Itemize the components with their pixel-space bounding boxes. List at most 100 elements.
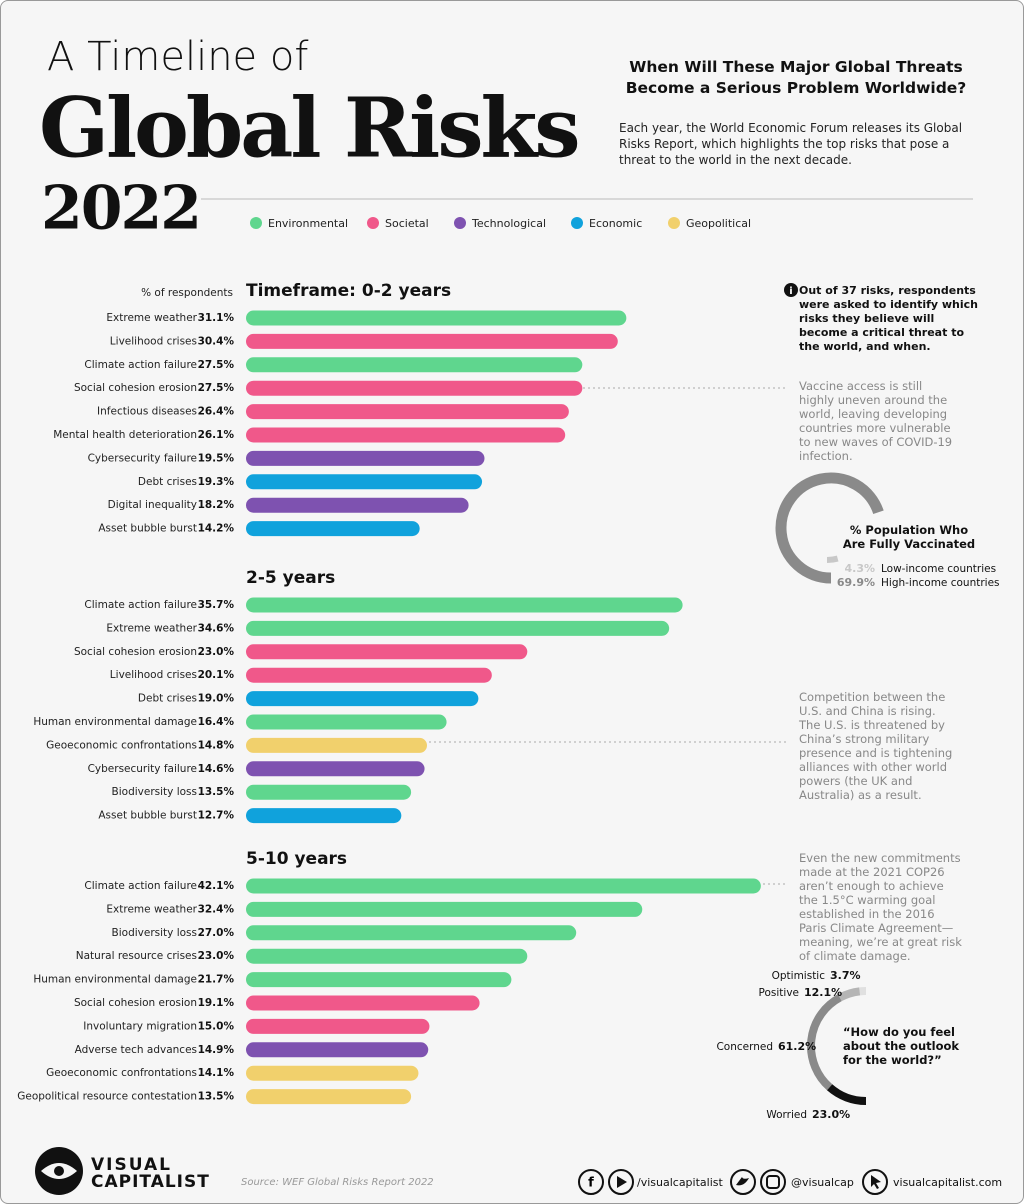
legend-swatch bbox=[454, 217, 466, 229]
value-label: 18.2% bbox=[198, 499, 235, 511]
bar bbox=[246, 1089, 412, 1105]
value-label: 16.4% bbox=[198, 716, 235, 728]
bar bbox=[246, 761, 425, 777]
halfring-value: 23.0% bbox=[812, 1108, 850, 1121]
bar bbox=[246, 714, 447, 730]
value-label: 20.1% bbox=[198, 669, 235, 681]
axis-label: % of respondents bbox=[141, 287, 233, 299]
bar bbox=[246, 333, 618, 349]
title-line2: Global Risks bbox=[39, 80, 577, 176]
category-label: Extreme weather bbox=[106, 312, 197, 324]
value-label: 14.2% bbox=[198, 523, 235, 535]
halfring-label: Concerned bbox=[716, 1041, 773, 1053]
halfring-value: 61.2% bbox=[778, 1040, 816, 1053]
title-year: 2022 bbox=[41, 174, 200, 244]
category-label: Infectious diseases bbox=[97, 406, 197, 418]
halfring-label: Optimistic bbox=[772, 970, 826, 982]
halfring-arc bbox=[837, 987, 861, 1002]
category-label: Digital inequality bbox=[108, 499, 197, 511]
value-label: 30.4% bbox=[198, 335, 235, 347]
ring-arc bbox=[826, 555, 839, 563]
ring-arc bbox=[775, 472, 884, 584]
legend-swatch bbox=[571, 217, 583, 229]
bar bbox=[246, 497, 469, 513]
legend-swatch bbox=[367, 217, 379, 229]
bar bbox=[246, 380, 583, 396]
halfring-arc bbox=[807, 994, 842, 1091]
category-label: Natural resource crises bbox=[76, 950, 197, 962]
value-label: 14.1% bbox=[198, 1067, 235, 1079]
bar bbox=[246, 691, 479, 707]
category-label: Livelihood crises bbox=[110, 335, 197, 347]
chart-title: 5-10 years bbox=[246, 849, 347, 869]
handle-link[interactable]: @visualcap bbox=[791, 1176, 854, 1189]
bar bbox=[246, 901, 643, 917]
value-label: 19.5% bbox=[198, 452, 235, 464]
competition-note: Competition between the U.S. and China i… bbox=[799, 690, 953, 802]
ring-value: 69.9% bbox=[837, 576, 875, 589]
legend-label: Technological bbox=[471, 217, 546, 230]
climate-note: Even the new commitments made at the 202… bbox=[799, 851, 962, 963]
value-label: 13.5% bbox=[198, 786, 235, 798]
value-label: 14.9% bbox=[198, 1044, 235, 1056]
bar bbox=[246, 1065, 419, 1081]
bar bbox=[246, 357, 583, 373]
category-label: Climate action failure bbox=[84, 359, 197, 371]
vaccine-note: Vaccine access is still highly uneven ar… bbox=[799, 379, 953, 463]
legend-label: Societal bbox=[385, 217, 429, 230]
brand-line1: VISUAL bbox=[91, 1155, 172, 1175]
category-label: Social cohesion erosion bbox=[74, 997, 197, 1009]
category-label: Geopolitical resource contestation bbox=[17, 1091, 197, 1103]
category-label: Biodiversity loss bbox=[112, 786, 197, 798]
category-label: Climate action failure bbox=[84, 880, 197, 892]
chart-title: 2-5 years bbox=[246, 568, 335, 588]
youtube-link[interactable]: /visualcapitalist bbox=[637, 1176, 723, 1189]
bar bbox=[246, 972, 512, 988]
value-label: 27.0% bbox=[198, 927, 235, 939]
value-label: 23.0% bbox=[198, 646, 235, 658]
legend-swatch bbox=[668, 217, 680, 229]
category-label: Mental health deterioration bbox=[53, 429, 197, 441]
value-label: 31.1% bbox=[198, 312, 235, 324]
value-label: 15.0% bbox=[198, 1020, 235, 1032]
category-label: Adverse tech advances bbox=[75, 1044, 197, 1056]
bar bbox=[246, 620, 670, 636]
bar bbox=[246, 1018, 430, 1034]
bar bbox=[246, 667, 492, 683]
category-label: Social cohesion erosion bbox=[74, 382, 197, 394]
halfring-value: 12.1% bbox=[804, 986, 842, 999]
ring-title: % Population Who Are Fully Vaccinated bbox=[842, 523, 976, 551]
question: When Will These Major Global Threats Bec… bbox=[625, 58, 967, 97]
legend-label: Environmental bbox=[268, 217, 348, 230]
site-link[interactable]: visualcapitalist.com bbox=[893, 1176, 1002, 1189]
value-label: 23.0% bbox=[198, 950, 235, 962]
logo bbox=[35, 1147, 83, 1195]
halfring-label: Worried bbox=[766, 1109, 807, 1121]
bar bbox=[246, 597, 683, 613]
bar bbox=[246, 450, 485, 466]
category-label: Debt crises bbox=[138, 476, 197, 488]
svg-text:f: f bbox=[588, 1176, 594, 1191]
bar bbox=[246, 521, 420, 537]
info-icon bbox=[784, 283, 798, 297]
bar bbox=[246, 808, 402, 824]
category-label: Asset bubble burst bbox=[98, 523, 197, 535]
intro: Each year, the World Economic Forum rele… bbox=[619, 121, 963, 167]
category-label: Extreme weather bbox=[106, 903, 197, 915]
category-label: Climate action failure bbox=[84, 599, 197, 611]
bar bbox=[246, 404, 569, 420]
category-label: Biodiversity loss bbox=[112, 927, 197, 939]
value-label: 35.7% bbox=[198, 599, 235, 611]
legend-label: Geopolitical bbox=[686, 217, 751, 230]
legend-label: Economic bbox=[589, 217, 642, 230]
halfring-title: “How do you feel about the outlook for t… bbox=[843, 1025, 960, 1067]
category-label: Cybersecurity failure bbox=[88, 763, 197, 775]
value-label: 32.4% bbox=[198, 903, 235, 915]
halfring-value: 3.7% bbox=[830, 969, 861, 982]
bar bbox=[246, 737, 428, 753]
category-label: Involuntary migration bbox=[83, 1020, 197, 1032]
bar bbox=[246, 995, 480, 1011]
bar bbox=[246, 925, 577, 941]
category-label: Human environmental damage bbox=[33, 974, 197, 986]
value-label: 13.5% bbox=[198, 1091, 235, 1103]
